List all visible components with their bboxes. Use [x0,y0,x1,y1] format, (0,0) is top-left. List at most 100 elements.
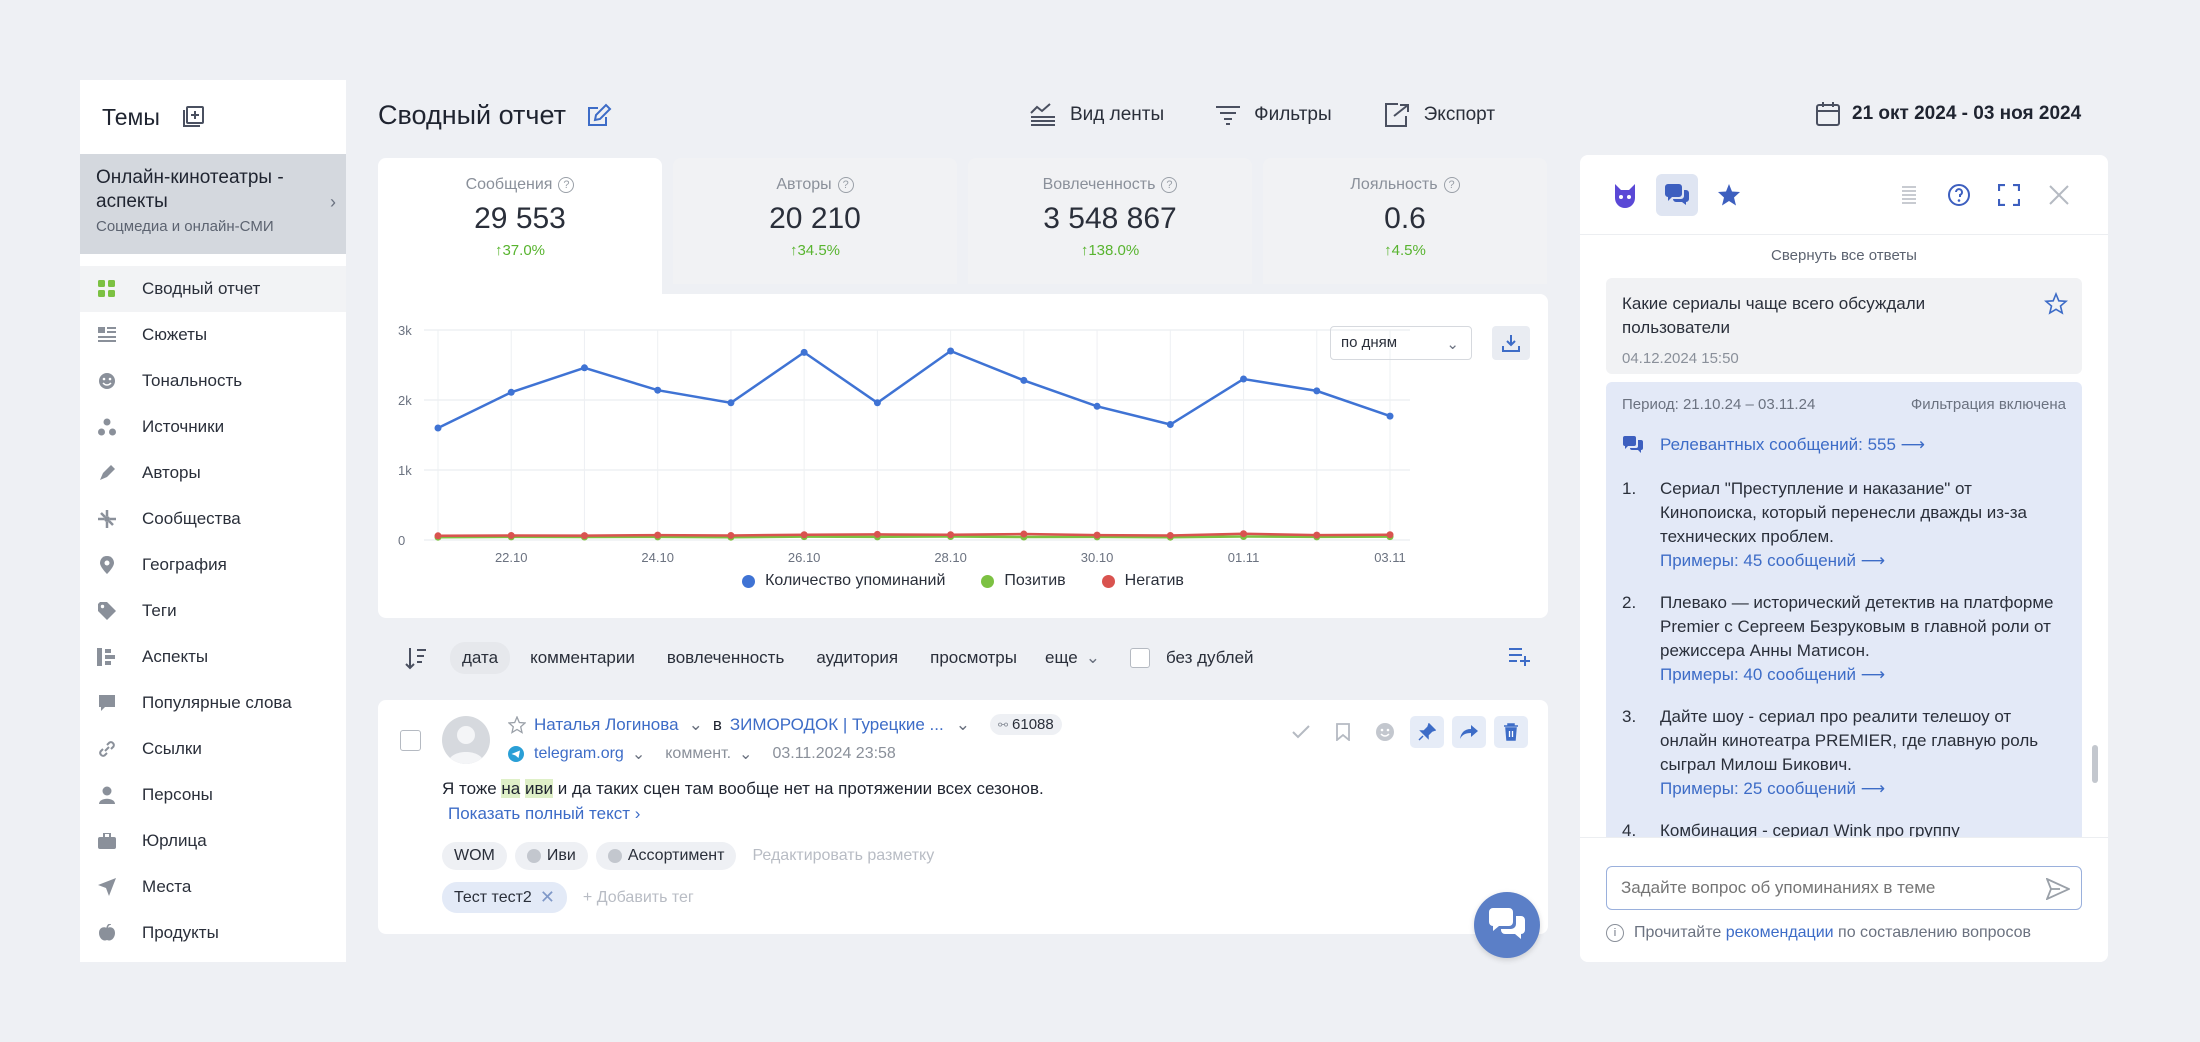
download-icon [1502,335,1520,352]
no-duplicates-checkbox[interactable] [1129,648,1150,668]
sidebar-item-authors[interactable]: Авторы [80,450,346,496]
date-range-picker[interactable]: 21 окт 2024 - 03 ноя 2024 [1816,102,2081,126]
chat-button[interactable] [1474,892,1540,958]
data-point [1166,531,1174,539]
sidebar-item-aspects[interactable]: Аспекты [80,634,346,680]
kpi-loyalty[interactable]: Лояльность? 0.6 ↑4.5% [1263,158,1547,284]
show-full-text-link[interactable]: Показать полный текст › [448,804,641,823]
star-outline-icon[interactable] [2043,291,2069,321]
feed-view-button[interactable]: Вид ленты [1030,103,1164,127]
help-icon[interactable]: ? [837,177,854,193]
chevron-down-icon[interactable]: ⌄ [955,714,970,734]
legend-item-mentions[interactable]: Количество упоминаний [742,572,945,590]
panel-scrollbar[interactable] [2092,745,2098,783]
sidebar-item-tags[interactable]: Теги [80,588,346,634]
filters-button[interactable]: Фильтры [1216,104,1332,126]
sort-option-engagement[interactable]: вовлеченность [666,648,785,667]
favorites-star-icon[interactable] [1708,174,1750,216]
edit-icon[interactable] [586,103,612,129]
tag-assortment[interactable]: Ассортимент [595,842,737,870]
smile-icon[interactable] [1368,716,1402,748]
sidebar-item-label: Персоны [142,785,213,804]
help-icon[interactable] [1938,174,1980,216]
hint-text: Прочитайте [1634,924,1726,941]
sidebar-item-legal-entities[interactable]: Юрлица [80,818,346,864]
avatar[interactable] [442,716,490,764]
data-point [947,347,955,355]
sidebar-item-products[interactable]: Продукты [80,910,346,956]
period-select[interactable]: по дням ⌄ [1330,326,1472,360]
chevron-down-icon[interactable]: ⌄ [631,746,646,763]
sort-option-comments[interactable]: комментарии [530,648,635,667]
ask-question-input[interactable] [1606,866,2082,910]
sidebar-item-summary[interactable]: Сводный отчет [80,266,346,312]
kpi-engagement[interactable]: Вовлеченность? 3 548 867 ↑138.0% [968,158,1252,284]
data-point [727,531,735,539]
sidebar-item-links[interactable]: Ссылки [80,726,346,772]
bookmark-icon[interactable] [1326,716,1360,748]
sidebar-item-label: Авторы [142,463,201,482]
sidebar-item-popular-words[interactable]: Популярные слова [80,680,346,726]
sidebar-item-tonality[interactable]: Тональность [80,358,346,404]
download-chart-button[interactable] [1492,326,1530,360]
message-type[interactable]: коммент. [665,745,732,762]
sort-option-audience[interactable]: аудитория [816,648,899,667]
sidebar-item-places[interactable]: Места [80,864,346,910]
delete-icon[interactable] [1494,716,1528,748]
sidebar-item-communities[interactable]: Сообщества [80,496,346,542]
recommendations-link[interactable]: рекомендации [1725,924,1834,941]
sort-more-dropdown[interactable]: еще ⌄ [1037,642,1108,674]
help-icon[interactable]: ? [1161,177,1178,193]
examples-link[interactable]: Примеры: 25 сообщений ⟶ [1660,779,1886,798]
share-icon[interactable] [1452,716,1486,748]
list-icon[interactable] [1888,174,1930,216]
star-outline-icon[interactable] [508,715,526,734]
add-to-list-icon[interactable] [1508,646,1530,668]
kpi-authors[interactable]: Авторы? 20 210 ↑34.5% [673,158,957,284]
answer-list: 1. Сериал "Преступление и наказание" от … [1622,477,2066,842]
relevant-messages-link[interactable]: Релевантных сообщений: 555 ⟶ [1622,435,2066,455]
community-link[interactable]: ЗИМОРОДОК | Турецкие ... [729,714,944,734]
help-icon[interactable]: ? [1443,177,1460,193]
sidebar-item-sources[interactable]: Источники [80,404,346,450]
filter-status: Фильтрация включена [1910,396,2066,413]
examples-link[interactable]: Примеры: 40 сообщений ⟶ [1660,665,1886,684]
sort-icon[interactable] [404,646,428,670]
add-theme-icon[interactable] [180,104,206,130]
author-link[interactable]: Наталья Логинова [534,714,679,734]
legend-item-positive[interactable]: Позитив [981,572,1066,590]
sidebar-item-persons[interactable]: Персоны [80,772,346,818]
check-icon[interactable] [1284,716,1318,748]
chevron-down-icon[interactable]: ⌄ [739,746,753,763]
fullscreen-icon[interactable] [1988,174,2030,216]
close-icon[interactable] [2038,174,2080,216]
message-checkbox[interactable] [400,730,421,751]
sort-option-views[interactable]: просмотры [930,648,1017,667]
help-icon[interactable]: ? [558,177,575,193]
chevron-down-icon[interactable]: ⌄ [688,714,703,734]
x-tick-label: 30.10 [1081,550,1114,564]
user-tag[interactable]: Тест тест2 ✕ [442,882,567,913]
close-icon[interactable]: ✕ [539,887,555,907]
sidebar-item-stories[interactable]: Сюжеты [80,312,346,358]
chat-tab-icon[interactable] [1656,173,1698,216]
pin-icon[interactable] [1410,716,1444,748]
examples-link[interactable]: Примеры: 45 сообщений ⟶ [1660,551,1886,570]
export-button[interactable]: Экспорт [1384,102,1495,128]
feed-view-icon [1030,103,1055,126]
collapse-all-answers-link[interactable]: Свернуть все ответы [1771,247,1917,264]
edit-markup-link[interactable]: Редактировать разметку [752,847,935,864]
topic-selector[interactable]: Онлайн-кинотеатры - аспекты Соцмедиа и о… [80,154,346,254]
legend-item-negative[interactable]: Негатив [1101,572,1184,590]
source-link[interactable]: telegram.org [534,745,624,762]
add-tag-button[interactable]: + Добавить тег [582,888,694,906]
cat-logo-icon[interactable] [1604,174,1646,216]
tag-ivi[interactable]: Иви [514,842,588,870]
sort-option-date[interactable]: дата [450,642,511,674]
send-icon[interactable] [2045,877,2072,905]
sidebar-item-geography[interactable]: География [80,542,346,588]
tag-wom[interactable]: WOM [442,842,507,870]
info-icon: i [1606,924,1624,942]
answer-bubble: Период: 21.10.24 – 03.11.24 Фильтрация в… [1606,382,2082,842]
kpi-messages[interactable]: Сообщения? 29 553 ↑37.0% [378,158,662,298]
